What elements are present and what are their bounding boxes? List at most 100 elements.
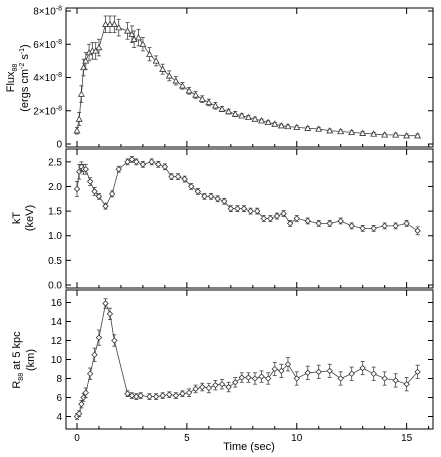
flux-data-point <box>192 91 200 98</box>
kt-data-point <box>207 193 215 200</box>
panel-flux-marks <box>73 15 422 139</box>
radius-data-point <box>403 381 410 388</box>
flux-data-point <box>225 107 233 115</box>
kt-data-point <box>247 207 254 215</box>
radius-data-point <box>271 365 278 373</box>
radius-data-point <box>381 375 388 382</box>
flux-ytick-label: 8×10-8 <box>33 6 62 18</box>
kt-ytick-label: 0.0 <box>48 281 62 292</box>
radius-data-point <box>87 370 94 377</box>
radius-data-point <box>218 381 226 388</box>
flux-ylabel-sup1: -2 <box>19 63 26 69</box>
radius-ytick-label: 14 <box>51 317 63 328</box>
flux-data-point <box>304 124 312 131</box>
radius-xtick-label: 0 <box>74 433 80 444</box>
kt-data-point <box>124 158 131 166</box>
kt-data-point <box>403 220 410 227</box>
kt-data-point <box>267 215 274 222</box>
radius-ytick-label: 12 <box>51 336 63 347</box>
flux-data-point <box>271 120 279 127</box>
flux-data-point <box>178 82 186 89</box>
kt-data-point <box>139 161 147 168</box>
kt-data-point <box>392 222 399 230</box>
radius-data-point <box>192 385 199 393</box>
kt-data-point <box>304 217 311 225</box>
flux-ytick-label: 6×10-8 <box>33 39 62 51</box>
flux-data-point <box>348 128 356 136</box>
flux-ylabel-units-b: s <box>19 54 31 63</box>
flux-data-point <box>337 127 345 135</box>
radius-data-point <box>348 370 355 377</box>
kt-ytick-label: 2.5 <box>48 157 62 168</box>
flux-data-point <box>198 95 206 102</box>
kt-data-point <box>133 158 140 166</box>
radius-data-point <box>185 389 193 396</box>
kt-data-point <box>381 222 388 230</box>
kt-data-point <box>108 190 116 198</box>
flux-ytick-exponent: -8 <box>56 105 62 112</box>
radius-data-point <box>82 389 89 396</box>
kt-data-point <box>221 198 228 205</box>
kt-data-point <box>73 185 81 193</box>
radius-ytick-label: 8 <box>56 374 62 385</box>
kt-ylabel-line1: kT <box>11 212 23 225</box>
kt-ytick-label: 0.5 <box>48 256 62 267</box>
radius-data-point <box>146 393 153 400</box>
radius-data-point <box>245 374 252 381</box>
radius-data-point <box>392 377 399 384</box>
flux-data-point <box>205 98 213 106</box>
panel-flux: 02×10-84×10-86×10-88×10-8 Flux88 (ergs c… <box>5 6 434 151</box>
radius-data-point <box>80 394 87 401</box>
kt-data-point <box>168 173 175 180</box>
kt-data-point <box>214 195 221 202</box>
kt-data-point <box>286 220 294 227</box>
radius-data-point <box>337 375 344 382</box>
flux-ylabel-units-c: ) <box>19 44 31 48</box>
radius-xtick-label: 5 <box>184 433 190 444</box>
radius-data-point <box>124 390 131 397</box>
radius-data-point <box>76 410 83 417</box>
kt-data-point <box>273 212 281 220</box>
radius-ytick-label: 6 <box>56 393 62 404</box>
flux-ytick-mantissa: 4×10 <box>33 73 56 84</box>
panel-kt-xticks <box>76 149 430 288</box>
flux-data-point <box>218 105 226 112</box>
flux-ytick-exponent: -8 <box>56 72 62 79</box>
flux-data-point <box>185 87 193 94</box>
flux-data-point <box>414 132 422 139</box>
flux-ylabel-units-a: (ergs cm <box>19 69 31 112</box>
flux-data-point <box>128 30 136 37</box>
kt-data-point <box>414 227 421 234</box>
radius-series-line <box>76 302 418 417</box>
flux-ylabel-line2: (ergs cm-2 s-1) <box>19 44 31 111</box>
panel-kt: 0.0 0.5 1.0 1.5 2.0 2.5 kT (keV) <box>11 148 434 292</box>
kt-data-point <box>337 217 344 225</box>
kt-data-point <box>161 163 169 170</box>
flux-data-point <box>251 115 259 122</box>
kt-ytick-label: 1.0 <box>48 231 62 242</box>
kt-data-point <box>95 193 103 200</box>
radius-data-point <box>414 368 421 376</box>
kt-data-point <box>155 161 162 168</box>
kt-data-point <box>370 225 377 232</box>
flux-data-point <box>92 47 100 54</box>
flux-data-point <box>370 130 378 137</box>
flux-data-point <box>102 20 110 27</box>
radius-xtick-label: 15 <box>401 433 413 444</box>
flux-ytick-label: 4×10-8 <box>33 72 62 84</box>
radius-data-point <box>293 375 300 382</box>
radius-data-point <box>258 373 265 380</box>
panel-radius-marks <box>73 298 421 420</box>
radius-ylabel-line1: R88 at 5 kpc <box>11 331 25 389</box>
kt-data-point <box>348 222 355 230</box>
flux-ylabel-sup2: -1 <box>19 48 26 54</box>
flux-ytick-label: 2×10-8 <box>33 105 62 117</box>
radius-ytick-label: 10 <box>51 355 63 366</box>
kt-data-point <box>188 183 195 190</box>
kt-ylabel-line2: (keV) <box>24 205 36 231</box>
radius-ylabel-main: R <box>11 381 23 389</box>
radius-data-point <box>152 393 160 400</box>
flux-data-point <box>73 127 81 134</box>
flux-data-point <box>165 72 173 79</box>
radius-ytick-label: 4 <box>56 412 62 423</box>
